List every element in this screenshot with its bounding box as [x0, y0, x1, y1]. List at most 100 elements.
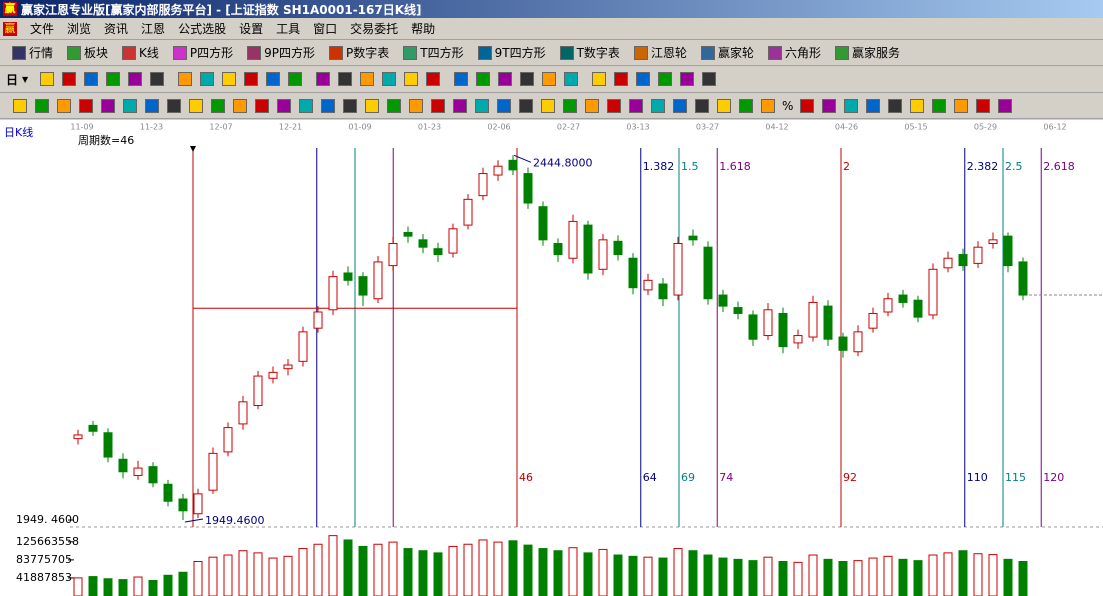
tool-icon[interactable]: [123, 98, 137, 113]
tool-icon[interactable]: [12, 45, 26, 60]
tool-icon[interactable]: [189, 98, 203, 113]
tool-icon[interactable]: [62, 72, 77, 86]
tool-icon[interactable]: [255, 98, 269, 113]
tool-icon[interactable]: [122, 45, 137, 60]
menu-item[interactable]: 帮助: [411, 22, 436, 36]
tool-icon[interactable]: [844, 98, 859, 113]
menu-item[interactable]: 窗口: [313, 22, 338, 36]
tool-icon[interactable]: [316, 72, 331, 86]
tool-label[interactable]: P数字表: [346, 46, 390, 60]
tool-icon[interactable]: [266, 72, 281, 86]
tool-label[interactable]: 六角形: [784, 46, 821, 60]
tool-icon[interactable]: [57, 98, 71, 113]
tool-icon[interactable]: [35, 98, 49, 113]
tool-icon[interactable]: [178, 72, 193, 86]
dropdown-arrow[interactable]: ▼: [22, 74, 29, 84]
tool-icon[interactable]: [476, 72, 491, 86]
tool-icon[interactable]: [633, 45, 648, 60]
tool-icon[interactable]: [822, 98, 837, 113]
tool-icon[interactable]: [834, 45, 849, 60]
tool-icon[interactable]: [247, 45, 262, 60]
tool-icon[interactable]: [172, 45, 187, 60]
menu-item[interactable]: 文件: [30, 22, 55, 36]
tool-icon[interactable]: [454, 72, 469, 86]
tool-icon[interactable]: [702, 72, 717, 86]
tool-icon[interactable]: [519, 98, 533, 113]
tool-icon[interactable]: [477, 45, 492, 60]
tool-label[interactable]: 行情: [29, 46, 54, 60]
menu-item[interactable]: 交易委托: [350, 22, 399, 36]
tool-icon[interactable]: [717, 98, 731, 113]
menu-item[interactable]: 江恩: [141, 22, 166, 36]
tool-icon[interactable]: [673, 98, 687, 113]
tool-icon[interactable]: [767, 45, 782, 60]
tool-icon[interactable]: [387, 98, 401, 113]
tool-icon[interactable]: [954, 98, 969, 113]
tool-icon[interactable]: [541, 98, 555, 113]
tool-icon[interactable]: [360, 72, 375, 86]
menu-item[interactable]: 资讯: [104, 22, 129, 36]
tool-icon[interactable]: [321, 98, 335, 113]
tool-icon[interactable]: [101, 98, 115, 113]
tool-icon[interactable]: [13, 98, 27, 113]
tool-icon[interactable]: [409, 98, 423, 113]
tool-icon[interactable]: [67, 45, 82, 60]
tool-label[interactable]: T四方形: [420, 46, 464, 60]
tool-icon[interactable]: [559, 45, 574, 60]
tool-icon[interactable]: [629, 98, 643, 113]
tool-icon[interactable]: [222, 72, 237, 86]
tool-icon[interactable]: [343, 98, 357, 113]
tool-icon[interactable]: [520, 72, 535, 86]
tool-icon[interactable]: [404, 72, 419, 86]
tool-icon[interactable]: [932, 98, 947, 113]
tool-icon[interactable]: [244, 72, 259, 86]
tool-icon[interactable]: [200, 72, 215, 86]
tool-icon[interactable]: [592, 72, 607, 86]
tool-icon[interactable]: [475, 98, 489, 113]
tool-icon[interactable]: [761, 98, 775, 113]
tool-icon[interactable]: [614, 72, 629, 86]
tool-icon[interactable]: [866, 98, 881, 113]
tool-icon[interactable]: [288, 72, 303, 86]
tool-label[interactable]: 赢家服务: [851, 46, 900, 60]
tool-icon[interactable]: [338, 72, 353, 86]
tool-icon[interactable]: [542, 72, 557, 86]
tool-icon[interactable]: [382, 72, 397, 86]
tool-icon[interactable]: [888, 98, 903, 113]
tool-icon[interactable]: [800, 98, 815, 113]
tool-label[interactable]: 板块: [84, 46, 109, 60]
tool-label[interactable]: 9P四方形: [264, 46, 316, 60]
menu-item[interactable]: 工具: [276, 22, 301, 36]
tool-icon[interactable]: [695, 98, 709, 113]
tool-icon[interactable]: [84, 72, 99, 86]
tool-label[interactable]: T数字表: [576, 46, 620, 60]
menu-item[interactable]: 公式选股: [178, 22, 227, 36]
tool-icon[interactable]: [79, 98, 93, 113]
tool-icon[interactable]: [299, 98, 313, 113]
percent-tool[interactable]: %: [782, 98, 794, 113]
tool-icon[interactable]: [431, 98, 445, 113]
tool-icon[interactable]: [607, 98, 621, 113]
tool-label[interactable]: P四方形: [189, 46, 234, 60]
tool-icon[interactable]: [658, 72, 673, 86]
tool-icon[interactable]: [498, 72, 513, 86]
tool-icon[interactable]: [497, 98, 511, 113]
tool-icon[interactable]: [680, 72, 695, 86]
tool-icon[interactable]: [106, 72, 121, 86]
tool-icon[interactable]: [564, 72, 579, 86]
tool-label[interactable]: 9T四方形: [494, 46, 546, 60]
menu-item[interactable]: 设置: [239, 22, 264, 36]
tool-icon[interactable]: [426, 72, 441, 86]
tool-icon[interactable]: [585, 98, 599, 113]
tool-icon[interactable]: [128, 72, 143, 86]
tool-label[interactable]: 江恩轮: [650, 46, 687, 60]
tool-icon[interactable]: [976, 98, 991, 113]
tool-icon[interactable]: [998, 98, 1013, 113]
period-selector[interactable]: 日: [6, 72, 19, 87]
tool-icon[interactable]: [453, 98, 467, 113]
tool-icon[interactable]: [700, 45, 715, 60]
tool-icon[interactable]: [910, 98, 925, 113]
tool-icon[interactable]: [211, 98, 225, 113]
tool-icon[interactable]: [563, 98, 577, 113]
tool-label[interactable]: K线: [139, 46, 159, 60]
